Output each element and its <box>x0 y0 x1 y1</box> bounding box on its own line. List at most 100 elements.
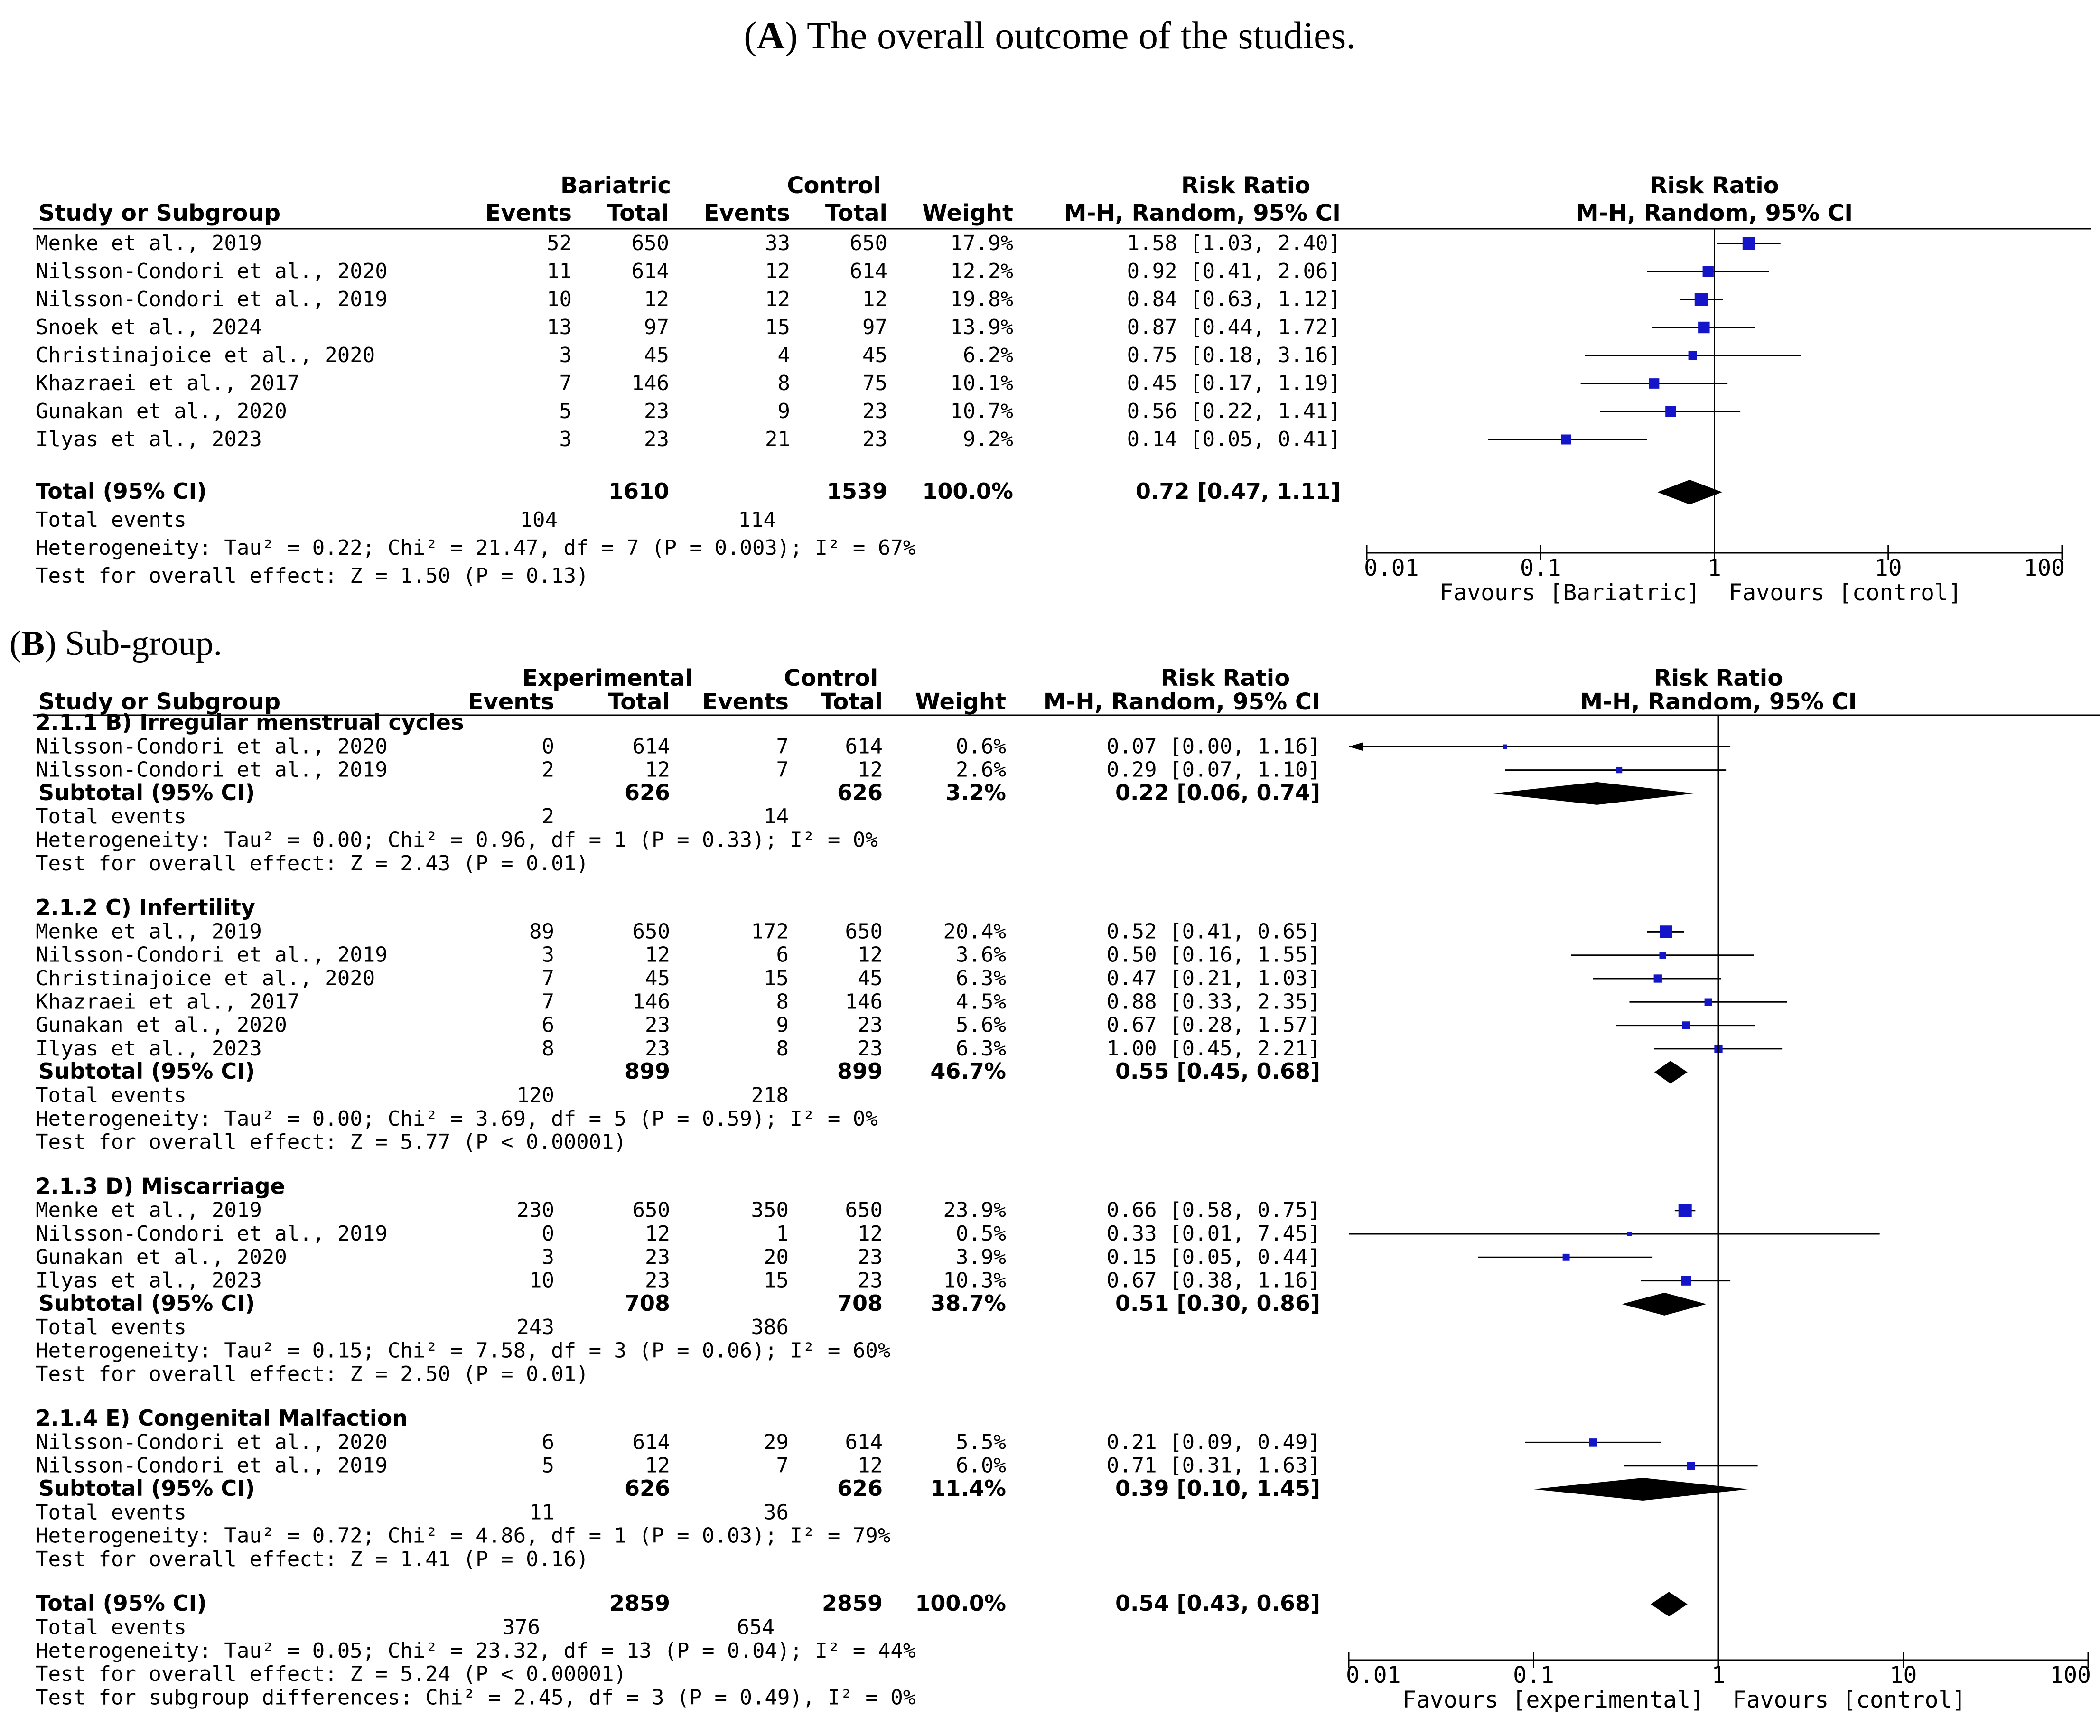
events-2: 1 <box>776 1222 789 1246</box>
overall-row: Total (95% CI) 1610 1539 100.0% 0.72 [0.47, … <box>36 478 1723 504</box>
overall-weight: 100.0% <box>922 478 1013 504</box>
caption-label: A <box>757 14 785 57</box>
events-2: 7 <box>776 1454 789 1478</box>
subtotal-weight: 38.7% <box>930 1290 1006 1316</box>
x-tick-label: 10 <box>1890 1662 1917 1689</box>
study-name: Ilyas et al., 2023 <box>36 1036 262 1061</box>
total-2: 45 <box>858 966 883 990</box>
overall-diamond <box>1651 1592 1688 1617</box>
subtotal-total-2: 708 <box>837 1290 883 1316</box>
favours-right-label: Favours [control] <box>1729 579 1962 606</box>
events-1: 10 <box>529 1269 554 1293</box>
point-estimate <box>1704 998 1712 1006</box>
events-1: 7 <box>542 966 555 990</box>
total-1: 23 <box>645 1013 670 1037</box>
events-1: 89 <box>529 919 554 943</box>
weight: 19.8% <box>951 287 1013 311</box>
total-1: 45 <box>644 343 669 367</box>
x-tick-label: 10 <box>1875 555 1902 581</box>
header-rr-method: M-H, Random, 95% CI <box>1044 689 1320 715</box>
study-row: Ilyas et al., 2023 8 23 8 23 6.3% 1.00 [0.45, … <box>36 1036 1783 1061</box>
header-group2: Control <box>784 665 878 691</box>
subtotal-row: Subtotal (95% CI) 708 708 38.7% 0.51 [0.30, … <box>38 1290 1707 1316</box>
total-2: 146 <box>845 989 883 1014</box>
heterogeneity: Heterogeneity: Tau² = 0.72; Chi² = 4.86,… <box>36 1524 890 1548</box>
overall-label: Total (95% CI) <box>36 478 207 504</box>
subtotal-diamond <box>1654 1061 1688 1084</box>
point-estimate <box>1678 1204 1692 1217</box>
overall-effect-test: Test for overall effect: Z = 2.50 (P = 0… <box>36 1362 589 1386</box>
total-events-1: 104 <box>520 508 558 532</box>
overall-diamond <box>1657 480 1723 504</box>
favours-left-label: Favours [experimental] <box>1402 1687 1704 1713</box>
study-name: Khazraei et al., 2017 <box>36 989 299 1014</box>
x-tick-label: 0.1 <box>1520 555 1561 581</box>
weight: 5.5% <box>956 1430 1006 1454</box>
risk-ratio-ci: 0.15 [0.05, 0.44] <box>1107 1245 1320 1269</box>
events-1: 3 <box>542 1245 555 1269</box>
subtotal-total-2: 899 <box>837 1058 883 1084</box>
x-tick-label: 0.1 <box>1513 1662 1554 1689</box>
study-row: Snoek et al., 2024 13 97 15 97 13.9% 0.87 [0.4… <box>36 315 1755 339</box>
ci-arrow <box>1349 742 1363 751</box>
study-row: Khazraei et al., 2017 7 146 8 75 10.1% 0.45 [0… <box>36 371 1728 395</box>
events-2: 350 <box>751 1198 789 1223</box>
overall-effect-test: Test for overall effect: Z = 1.41 (P = 0… <box>36 1547 589 1571</box>
study-name: Menke et al., 2019 <box>36 919 262 943</box>
header-total-2: Total <box>821 689 883 715</box>
risk-ratio-ci: 0.88 [0.33, 2.35] <box>1107 989 1320 1014</box>
total-events-label: Total events <box>36 1315 187 1339</box>
study-name: Nilsson-Condori et al., 2019 <box>36 1454 388 1478</box>
heterogeneity: Heterogeneity: Tau² = 0.22; Chi² = 21.47… <box>36 536 915 560</box>
subtotal-ci: 0.55 [0.45, 0.68] <box>1115 1058 1320 1084</box>
events-2: 8 <box>778 371 791 395</box>
subtotal-ci: 0.39 [0.10, 1.45] <box>1115 1475 1320 1501</box>
subtotal-total-1: 626 <box>625 1475 670 1501</box>
weight: 4.5% <box>956 989 1006 1014</box>
study-row: Christinajoice et al., 2020 7 45 15 45 6.3% 0.… <box>36 966 1721 990</box>
point-estimate <box>1589 1438 1597 1447</box>
header-study: Study or Subgroup <box>38 689 280 715</box>
total-2: 650 <box>845 1198 883 1223</box>
subgroup-title: 2.1.4 E) Congenital Malfaction <box>36 1405 408 1431</box>
weight: 6.0% <box>956 1454 1006 1478</box>
overall-effect-test: Test for overall effect: Z = 5.77 (P < 0… <box>36 1130 626 1154</box>
total-1: 45 <box>645 966 670 990</box>
heterogeneity: Heterogeneity: Tau² = 0.00; Chi² = 3.69,… <box>36 1107 878 1131</box>
risk-ratio-ci: 0.14 [0.05, 0.41] <box>1127 427 1341 451</box>
total-1: 12 <box>645 758 670 782</box>
header-group2: Control <box>787 172 881 199</box>
events-2: 33 <box>765 231 790 255</box>
risk-ratio-ci: 0.92 [0.41, 2.06] <box>1127 259 1341 283</box>
weight: 10.3% <box>943 1269 1006 1293</box>
total-2: 12 <box>858 758 883 782</box>
total-2: 23 <box>858 1013 883 1037</box>
study-name: Nilsson-Condori et al., 2019 <box>36 758 388 782</box>
study-row: Ilyas et al., 2023 10 23 15 23 10.3% 0.67 [0.3… <box>36 1269 1731 1293</box>
events-1: 8 <box>542 1036 555 1061</box>
study-row: Nilsson-Condori et al., 2019 10 12 12 12 19.8… <box>36 287 1723 311</box>
caption-label: B <box>21 624 45 663</box>
events-2: 172 <box>751 919 789 943</box>
total-2: 12 <box>858 1222 883 1246</box>
study-name: Snoek et al., 2024 <box>36 315 262 339</box>
total-1: 12 <box>645 1454 670 1478</box>
header-events-2: Events <box>704 200 790 226</box>
point-estimate <box>1653 974 1662 983</box>
caption-text: ) Sub-group. <box>45 624 222 663</box>
subtotal-ci: 0.51 [0.30, 0.86] <box>1115 1290 1320 1316</box>
panel-caption: (B) Sub-group. <box>9 624 222 663</box>
x-tick-label: 1 <box>1708 555 1721 581</box>
total-1: 614 <box>633 1430 670 1454</box>
study-name: Khazraei et al., 2017 <box>36 371 299 395</box>
total-events-label: Total events <box>36 1500 187 1524</box>
events-1: 3 <box>560 343 572 367</box>
events-2: 12 <box>765 287 790 311</box>
header-events-2: Events <box>702 689 789 715</box>
x-tick-label: 0.01 <box>1346 1662 1401 1689</box>
point-estimate <box>1649 378 1660 389</box>
overall-total-1: 1610 <box>608 478 669 504</box>
events-2: 9 <box>776 1013 789 1037</box>
overall-effect-test: Test for overall effect: Z = 5.24 (P < 0… <box>36 1662 626 1686</box>
overall-ci: 0.72 [0.47, 1.11] <box>1136 478 1341 504</box>
